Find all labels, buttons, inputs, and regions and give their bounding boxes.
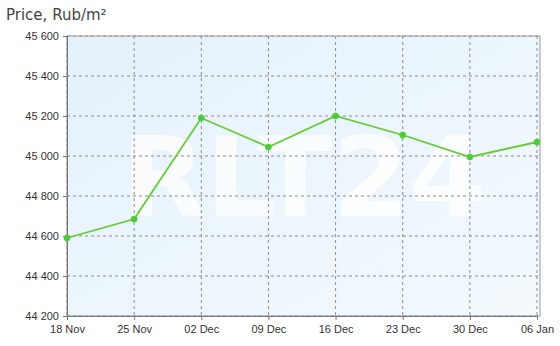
x-tick-mark bbox=[537, 316, 538, 320]
point-marker bbox=[467, 154, 473, 160]
y-tick: 44 400 bbox=[25, 270, 67, 282]
y-tick-label: 45 000 bbox=[25, 150, 59, 162]
point-marker bbox=[400, 132, 406, 138]
y-tick-mark bbox=[63, 276, 67, 277]
x-tick: 16 Dec bbox=[319, 316, 354, 335]
point-marker bbox=[265, 144, 271, 150]
grid-line-y bbox=[67, 196, 540, 197]
y-axis: 44 200 44 400 44 600 44 800 45 000 45 200 45 4… bbox=[25, 30, 67, 322]
y-tick-mark bbox=[63, 156, 67, 157]
point-marker bbox=[333, 113, 339, 119]
grid-line-y bbox=[67, 116, 540, 117]
grid-line-y bbox=[67, 76, 540, 77]
plot-area bbox=[64, 113, 540, 241]
y-tick-label: 45 600 bbox=[25, 30, 59, 42]
y-tick: 45 200 bbox=[25, 110, 67, 122]
grid-line-y bbox=[67, 236, 540, 237]
grid-line-x bbox=[335, 36, 336, 316]
y-tick: 44 600 bbox=[25, 230, 67, 242]
plot-frame bbox=[67, 36, 540, 316]
x-axis: 18 Nov 25 Nov 02 Dec 09 Dec 16 Dec 23 Dec 30 D… bbox=[50, 316, 554, 335]
watermark: RLT24 bbox=[121, 114, 486, 242]
x-tick-label: 25 Nov bbox=[117, 323, 152, 335]
point-marker bbox=[131, 216, 137, 222]
y-tick-mark bbox=[63, 36, 67, 37]
grid-line-y bbox=[67, 276, 540, 277]
x-tick: 25 Nov bbox=[117, 316, 152, 335]
point-marker bbox=[64, 235, 70, 241]
x-tick-label: 02 Dec bbox=[184, 323, 219, 335]
y-axis-line bbox=[63, 37, 68, 317]
x-axis-line bbox=[68, 317, 538, 321]
x-tick-label: 18 Nov bbox=[50, 323, 85, 335]
y-tick-label: 44 800 bbox=[25, 190, 59, 202]
price-line bbox=[67, 116, 537, 238]
y-tick-label: 44 600 bbox=[25, 230, 59, 242]
x-tick: 09 Dec bbox=[251, 316, 286, 335]
y-tick: 45 000 bbox=[25, 150, 67, 162]
chart-title: Price, Rub/m² bbox=[6, 6, 107, 24]
point-marker bbox=[534, 139, 540, 145]
x-tick: 18 Nov bbox=[50, 316, 85, 335]
y-tick-label: 44 400 bbox=[25, 270, 59, 282]
y-tick: 44 800 bbox=[25, 190, 67, 202]
x-tick-mark bbox=[268, 316, 269, 320]
grid-line-x bbox=[402, 36, 403, 316]
x-tick-mark bbox=[470, 316, 471, 320]
grid-line-x bbox=[537, 36, 538, 316]
grid-line-x bbox=[469, 36, 470, 316]
x-tick-mark bbox=[67, 316, 68, 320]
y-tick: 44 200 bbox=[25, 310, 67, 322]
point-marker bbox=[198, 115, 204, 121]
y-tick-label: 44 200 bbox=[25, 310, 59, 322]
x-tick-label: 06 Jan bbox=[521, 323, 554, 335]
y-tick-label: 45 400 bbox=[25, 70, 59, 82]
x-tick: 02 Dec bbox=[184, 316, 219, 335]
plot-background bbox=[67, 36, 540, 316]
x-tick-label: 30 Dec bbox=[453, 323, 488, 335]
y-tick-mark bbox=[63, 196, 67, 197]
x-tick-label: 09 Dec bbox=[251, 323, 286, 335]
y-tick: 45 600 bbox=[25, 30, 67, 42]
y-tick-label: 45 200 bbox=[25, 110, 59, 122]
grid-line-x bbox=[268, 36, 269, 316]
x-tick: 23 Dec bbox=[386, 316, 421, 335]
grid-line-x bbox=[134, 36, 135, 316]
y-tick-mark bbox=[63, 76, 67, 77]
x-tick-mark bbox=[201, 316, 202, 320]
grid-line-x bbox=[201, 36, 202, 316]
x-tick: 06 Jan bbox=[521, 316, 554, 335]
x-tick-mark bbox=[403, 316, 404, 320]
x-tick-mark bbox=[134, 316, 135, 320]
x-tick-label: 16 Dec bbox=[319, 323, 354, 335]
x-tick-label: 23 Dec bbox=[386, 323, 421, 335]
y-tick-mark bbox=[63, 316, 67, 317]
x-tick: 30 Dec bbox=[453, 316, 488, 335]
y-tick: 45 400 bbox=[25, 70, 67, 82]
y-tick-mark bbox=[63, 116, 67, 117]
x-tick-mark bbox=[336, 316, 337, 320]
